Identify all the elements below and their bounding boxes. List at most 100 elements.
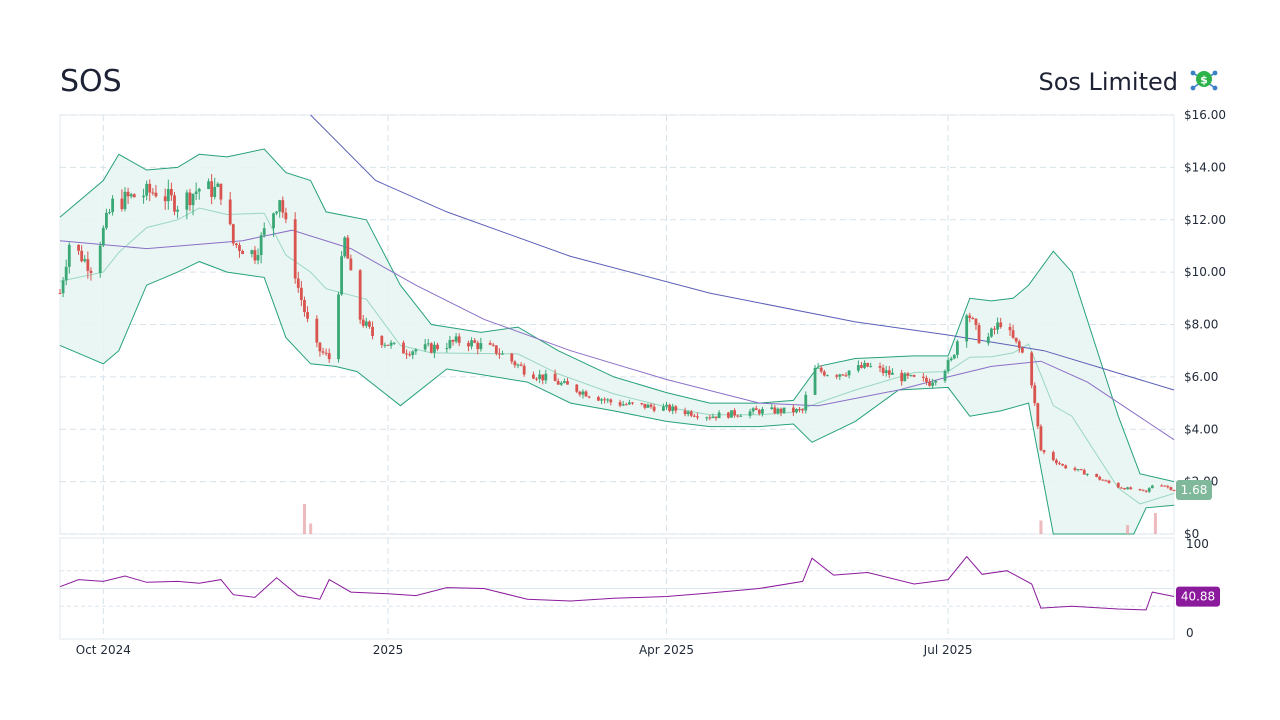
candle-body [736, 415, 740, 417]
last-price-label: 1.68 [1181, 483, 1208, 497]
candle-body [429, 343, 433, 353]
candle-body [844, 375, 848, 377]
dollar-network-icon: $ [1190, 70, 1218, 91]
moving-average-long-line [310, 114, 1175, 391]
candle-body [578, 391, 582, 395]
candle-body [108, 212, 111, 214]
candle-body [1085, 473, 1089, 475]
candle-body [361, 319, 365, 326]
candle-body [891, 372, 894, 375]
candle-body [643, 403, 647, 408]
volume-bar [309, 523, 313, 534]
candle-body [1166, 486, 1170, 488]
candle-body [148, 183, 152, 193]
candle-body [912, 375, 916, 377]
candle-body [1160, 485, 1164, 487]
candle-body [318, 342, 322, 352]
candle-body [123, 191, 127, 210]
candle-body [974, 318, 978, 326]
candle-body [170, 188, 173, 196]
candle-body [581, 391, 585, 395]
candle-body [284, 212, 288, 220]
candle-body [368, 321, 371, 327]
candle-body [337, 294, 340, 360]
candle-body [510, 353, 514, 362]
candle-body [640, 403, 644, 405]
candle-body [928, 381, 931, 386]
candle-body [603, 399, 607, 401]
bollinger-middle-line [59, 207, 1175, 505]
candle-body [408, 354, 412, 356]
candle-body [757, 410, 761, 414]
candle-body [402, 342, 405, 354]
candle-body [299, 287, 303, 300]
candle-body [1058, 463, 1061, 465]
rsi-tick-label: 100 [1186, 537, 1209, 551]
candle-body [544, 373, 548, 381]
candle-body [748, 411, 752, 416]
candle-body [968, 315, 972, 318]
candle-body [813, 367, 817, 395]
candle-body [566, 381, 569, 385]
candle-body [67, 244, 71, 267]
candle-body [609, 399, 613, 403]
candle-body [278, 200, 282, 212]
candle-body [1033, 385, 1037, 404]
candle-body [1008, 326, 1012, 331]
price-tick-label: $14.00 [1184, 160, 1226, 174]
rsi-value-label: 40.88 [1181, 590, 1215, 604]
candle-body [473, 340, 477, 343]
date-tick-label: Jul 2025 [923, 643, 973, 657]
candle-body [689, 411, 693, 416]
candle-body [197, 188, 201, 192]
candle-body [624, 404, 628, 406]
candle-body [708, 417, 712, 419]
candle-body [163, 196, 167, 202]
candle-body [730, 410, 733, 418]
candle-body [556, 381, 560, 385]
candle-body [210, 181, 214, 197]
candle-body [869, 366, 873, 368]
candle-body [646, 404, 650, 408]
candle-body [346, 237, 350, 259]
candle-body [649, 404, 653, 407]
candle-body [1042, 450, 1046, 453]
candle-body [1011, 330, 1015, 338]
candle-body [207, 181, 210, 189]
candle-body [671, 406, 675, 411]
candle-body [386, 344, 390, 346]
candle-body [751, 408, 755, 412]
candle-body [501, 353, 504, 355]
candle-body [151, 192, 155, 194]
candle-body [779, 408, 783, 413]
candle-body [358, 270, 362, 320]
candle-body [1141, 489, 1145, 491]
candle-body [383, 344, 387, 346]
candle-body [965, 315, 969, 342]
last-price-badge [1176, 480, 1212, 501]
candle-body [101, 227, 105, 246]
candle-body [782, 407, 786, 413]
candle-body [234, 243, 238, 246]
candle-body [1014, 337, 1018, 342]
candle-body [491, 344, 495, 346]
candle-body [315, 318, 319, 343]
bollinger-band-fill [60, 149, 1174, 534]
candle-body [241, 250, 244, 255]
candle-body [216, 183, 220, 187]
candle-body [1144, 490, 1148, 492]
candle-body [423, 344, 427, 350]
candle-body [457, 336, 461, 343]
candle-body [105, 212, 108, 228]
candle-body [714, 416, 718, 419]
candle-body [219, 183, 223, 200]
date-tick-label: 2025 [373, 643, 404, 657]
volume-bar [302, 504, 306, 534]
candle-body [631, 402, 634, 404]
candle-body [426, 343, 430, 345]
candle-body [884, 370, 888, 374]
candle-body [838, 374, 842, 377]
candle-body [770, 407, 774, 410]
bollinger-lower-line [59, 261, 1175, 535]
candle-body [1169, 487, 1173, 490]
